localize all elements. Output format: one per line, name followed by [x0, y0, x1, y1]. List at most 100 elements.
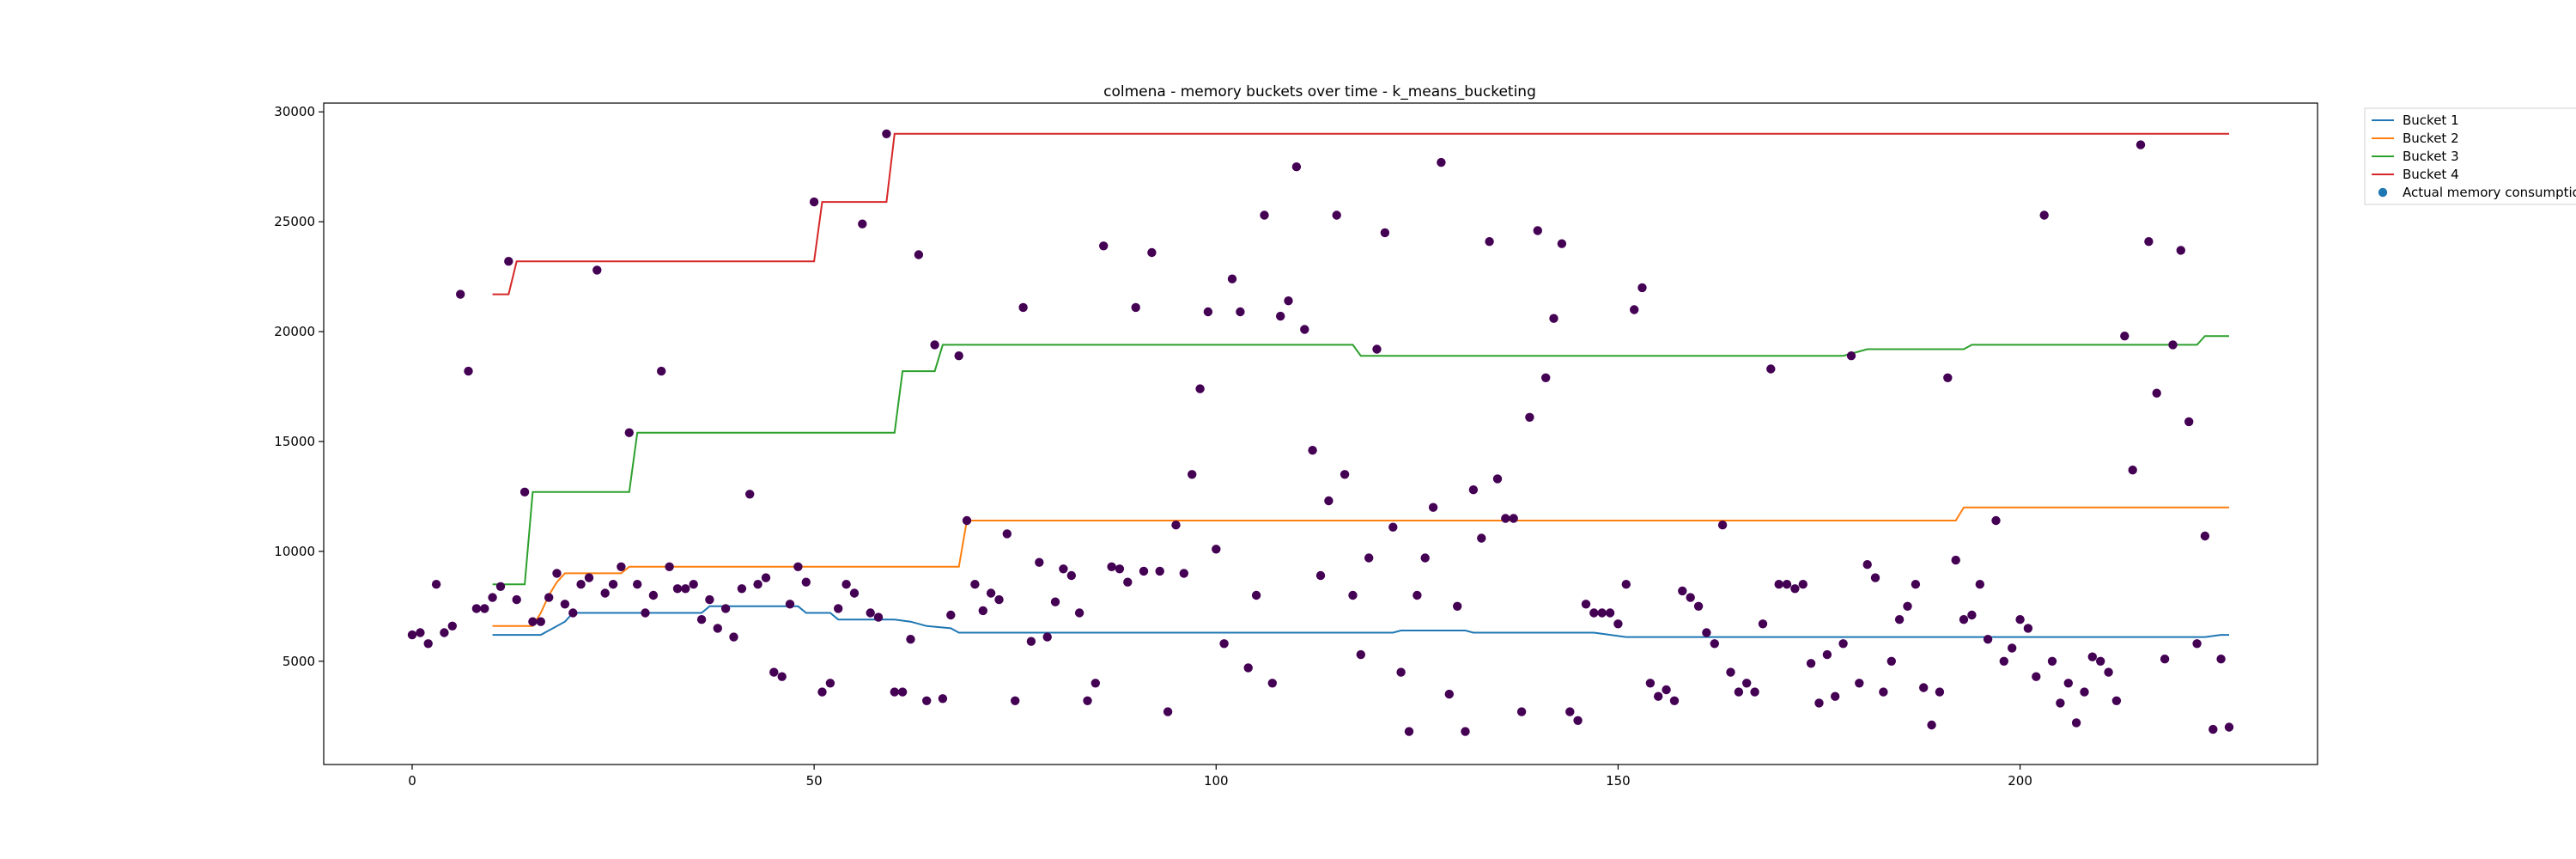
- scatter-point: [447, 621, 457, 631]
- scatter-point: [464, 366, 473, 376]
- scatter-point: [1050, 597, 1060, 606]
- scatter-point: [2104, 667, 2113, 677]
- scatter-point: [705, 594, 714, 605]
- scatter-point: [1790, 584, 1800, 594]
- scatter-point: [1645, 679, 1656, 688]
- scatter-point: [536, 617, 545, 626]
- scatter-point: [1453, 601, 1462, 611]
- scatter-point: [407, 630, 417, 640]
- scatter-point: [1870, 573, 1880, 582]
- scatter-point: [689, 580, 698, 589]
- scatter-point: [1315, 570, 1326, 581]
- scatter-point: [1886, 656, 1896, 666]
- scatter-point: [1919, 683, 1929, 692]
- scatter-point: [633, 580, 642, 589]
- scatter-point: [1276, 311, 1285, 321]
- scatter-point: [576, 580, 586, 589]
- scatter-point: [994, 594, 1004, 605]
- scatter-point: [1597, 608, 1607, 618]
- scatter-point: [1291, 162, 1302, 172]
- scatter-point: [1758, 619, 1768, 629]
- scatter-point: [1332, 210, 1341, 220]
- scatter-point: [1710, 639, 1720, 649]
- scatter-point: [825, 679, 835, 688]
- y-tick-label: 10000: [274, 544, 315, 559]
- scatter-point: [1260, 210, 1269, 220]
- scatter-point: [672, 584, 683, 594]
- scatter-point: [2008, 643, 2017, 653]
- scatter-point: [681, 584, 690, 594]
- scatter-point: [1413, 590, 1422, 600]
- scatter-point: [1879, 687, 1888, 697]
- scatter-point: [1927, 720, 1936, 730]
- scatter-point: [897, 687, 908, 697]
- scatter-point: [1002, 529, 1012, 539]
- x-tick-label: 150: [1606, 773, 1631, 789]
- axes: 0 50 100 150 200 5000 10000 15000 20000 25000 3000…: [274, 104, 2032, 789]
- plot-frame: [323, 102, 2318, 765]
- scatter-point: [2087, 652, 2097, 661]
- scatter-point: [2080, 687, 2089, 697]
- scatter-point: [2023, 624, 2033, 633]
- scatter-point: [641, 608, 650, 618]
- scatter-point: [1468, 485, 1479, 495]
- scatter-point: [1461, 727, 1470, 736]
- scatter-point: [1774, 580, 1783, 589]
- scatter-point: [1123, 577, 1133, 587]
- scatter-point: [769, 667, 779, 677]
- scatter-point: [528, 617, 538, 626]
- scatter-point: [1203, 307, 1213, 317]
- scatter-point: [1991, 515, 2001, 526]
- scatter-point: [1951, 555, 1960, 565]
- scatter-point: [817, 687, 827, 697]
- scatter-point: [2071, 718, 2081, 728]
- scatter-point: [2063, 679, 2073, 688]
- scatter-point: [1509, 514, 1518, 523]
- scatter-point: [906, 635, 915, 644]
- legend-label-3: Bucket 3: [2403, 149, 2459, 164]
- scatter-point: [608, 580, 618, 589]
- scatter-point: [866, 608, 875, 618]
- scatter-point: [1935, 687, 1945, 697]
- scatter-point: [592, 265, 602, 275]
- scatter-point: [1541, 373, 1551, 382]
- scatter-point: [1011, 696, 1020, 705]
- scatter-point: [1212, 545, 1221, 554]
- scatter-point: [1035, 557, 1044, 567]
- scatter-point: [600, 588, 610, 598]
- scatter-point: [978, 606, 988, 616]
- scatter-point: [1831, 691, 1840, 701]
- scatter-point: [1284, 296, 1293, 306]
- series-line-1: [492, 605, 2229, 638]
- scatter-point: [1308, 446, 1317, 455]
- scatter-point: [1975, 580, 1984, 589]
- scatter-point: [648, 590, 659, 600]
- scatter-point: [1894, 615, 1905, 624]
- scatter-point: [2160, 655, 2170, 664]
- legend-label-scatter: Actual memory consumption: [2403, 185, 2576, 200]
- legend-frame: [2364, 107, 2576, 205]
- scatter-point: [1139, 566, 1149, 576]
- scatter-point: [1324, 496, 1334, 506]
- scatter-point: [1911, 580, 1921, 589]
- legend: Bucket 1 Bucket 2 Bucket 3 Bucket 4 Actual m…: [2364, 107, 2576, 205]
- scatter-point: [504, 257, 513, 266]
- y-tick-label: 30000: [274, 104, 315, 119]
- scatter-point: [2176, 246, 2185, 255]
- scatter-point: [873, 612, 884, 622]
- scatter-point: [986, 588, 996, 598]
- scatter-point: [1589, 608, 1599, 618]
- scatter-point: [1340, 470, 1350, 479]
- scatter-point: [560, 600, 570, 609]
- scatter-point: [737, 584, 747, 594]
- scatter-point: [2184, 417, 2194, 427]
- scatter-point: [1798, 580, 1807, 589]
- scatter-point: [2192, 639, 2202, 649]
- scatter-point: [1822, 649, 1832, 660]
- scatter-point: [1115, 564, 1125, 574]
- scatter-point: [1693, 601, 1704, 611]
- y-tick-label: 15000: [274, 434, 315, 449]
- scatter-point: [1131, 302, 1140, 313]
- scatter-point: [720, 604, 731, 613]
